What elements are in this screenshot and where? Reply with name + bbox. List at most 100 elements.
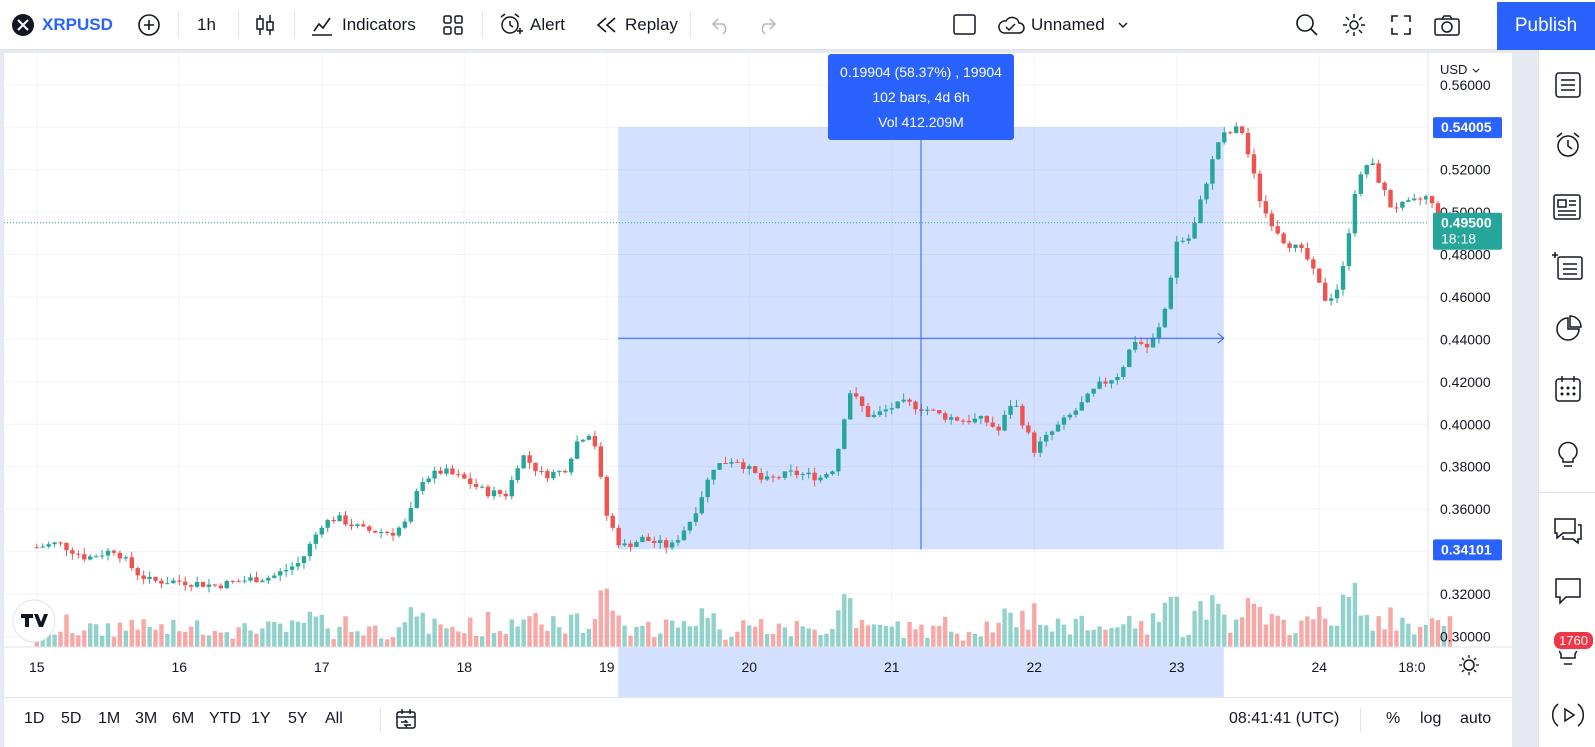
replay-button[interactable]: Replay (595, 0, 678, 50)
candle-body (200, 581, 206, 587)
auto-scale-button[interactable]: auto (1460, 698, 1491, 740)
volume-bar (468, 617, 473, 647)
streams-button[interactable] (1539, 692, 1595, 738)
range-button-6m[interactable]: 6M (172, 710, 195, 727)
chats-button[interactable] (1539, 508, 1595, 554)
calendar-button[interactable] (1539, 366, 1595, 412)
messages-button[interactable] (1539, 568, 1595, 614)
chart-area[interactable]: 0.19904 (58.37%) , 19904 102 bars, 4d 6h… (4, 53, 1512, 697)
watchlist-button[interactable] (1539, 62, 1595, 108)
candle-body (349, 524, 354, 527)
range-button-1d[interactable]: 1D (24, 710, 45, 727)
volume-bar (414, 616, 419, 647)
save-layout-button[interactable]: Unnamed (996, 0, 1133, 50)
volume-bar (574, 613, 580, 647)
alert-button[interactable]: Alert (498, 0, 565, 50)
goto-date-button[interactable] (394, 698, 418, 740)
timezone-button[interactable]: 08:41:41 (UTC) (1229, 698, 1339, 740)
volume-bar (776, 623, 782, 647)
percent-scale-button[interactable]: % (1386, 698, 1400, 740)
indicators-button[interactable]: Indicators (310, 0, 416, 50)
tradingview-logo-icon[interactable] (12, 599, 56, 643)
range-button-all[interactable]: All (325, 710, 343, 727)
publish-button[interactable]: Publish (1497, 2, 1595, 50)
volume-bar (497, 631, 503, 647)
time-axis[interactable]: 15 16 17 18 19 20 21 22 23 24 18:0 (29, 659, 1426, 675)
range-button-3m[interactable]: 3M (135, 710, 158, 727)
redo-icon (761, 18, 777, 35)
volume-bar (396, 627, 402, 647)
candle-body (533, 462, 538, 471)
volume-bar (349, 631, 354, 647)
time-tick-label: 18 (456, 659, 472, 675)
volume-bar (1055, 618, 1061, 647)
volume-bar (640, 625, 645, 647)
redo-button[interactable] (756, 0, 778, 50)
price-axis[interactable]: 0.560000.540000.520000.500000.480000.460… (1440, 77, 1491, 645)
candle-body (307, 543, 313, 557)
volume-bar (830, 628, 835, 647)
volume-bar (687, 626, 693, 647)
log-scale-button[interactable]: log (1420, 698, 1441, 740)
candle-body (1334, 289, 1340, 299)
currency-label[interactable]: USD (1440, 62, 1467, 77)
volume-bar (236, 627, 241, 647)
volume-bar (919, 624, 924, 647)
hotlists-button[interactable] (1539, 306, 1595, 352)
volume-bar (937, 625, 942, 647)
alerts-button[interactable] (1539, 122, 1595, 168)
volume-bar (580, 633, 586, 647)
volume-bar (283, 631, 289, 647)
candle-body (652, 541, 657, 543)
axis-settings-button[interactable] (1459, 655, 1479, 675)
volume-bar (82, 630, 87, 647)
notifications-button[interactable]: 1760 (1539, 628, 1595, 674)
candle-body (1382, 182, 1387, 191)
volume-bar (658, 633, 663, 647)
volume-bar (171, 619, 176, 647)
range-button-5d[interactable]: 5D (61, 710, 82, 727)
volume-bar (1334, 625, 1340, 647)
volume-bar (135, 629, 140, 647)
volume-bar (836, 610, 841, 647)
volume-bar (1002, 608, 1007, 647)
range-button-1m[interactable]: 1M (98, 710, 121, 727)
layout-button[interactable] (952, 0, 978, 50)
templates-button[interactable] (441, 0, 465, 50)
settings-button[interactable] (1341, 0, 1367, 50)
symbol-search-button[interactable]: XRPUSD (12, 0, 113, 50)
ideas-button[interactable] (1539, 430, 1595, 476)
candle-body (693, 513, 699, 522)
volume-bar (812, 629, 817, 647)
candle-body (367, 526, 372, 531)
candle-body (456, 474, 461, 476)
interval-button[interactable]: 1h (197, 0, 216, 50)
fullscreen-button[interactable] (1389, 0, 1413, 50)
candle-body (183, 581, 188, 586)
snapshot-button[interactable] (1433, 0, 1461, 50)
undo-icon (711, 18, 727, 35)
volume-bar (753, 626, 758, 647)
candle-body (705, 479, 710, 498)
candle-body (859, 396, 865, 407)
volume-bar (438, 624, 443, 647)
volume-bar (1067, 634, 1073, 647)
price-chart[interactable]: 0.19904 (58.37%) , 19904 102 bars, 4d 6h… (4, 53, 1512, 697)
volume-bar (111, 636, 117, 647)
volume-bar (913, 629, 918, 647)
volume-bar (242, 623, 247, 647)
candle-body (206, 584, 212, 587)
range-button-ytd[interactable]: YTD (209, 710, 241, 727)
candle-body (1103, 381, 1108, 384)
candle-body (735, 461, 740, 463)
undo-button[interactable] (710, 0, 732, 50)
news-button[interactable] (1539, 184, 1595, 230)
search-button[interactable] (1294, 0, 1320, 50)
range-button-5y[interactable]: 5Y (288, 710, 308, 727)
chart-type-button[interactable] (254, 0, 276, 50)
data-window-button[interactable] (1539, 244, 1595, 290)
compare-button[interactable] (137, 0, 161, 50)
range-button-1y[interactable]: 1Y (251, 710, 271, 727)
candle-body (462, 474, 467, 479)
volume-bar (289, 620, 295, 647)
